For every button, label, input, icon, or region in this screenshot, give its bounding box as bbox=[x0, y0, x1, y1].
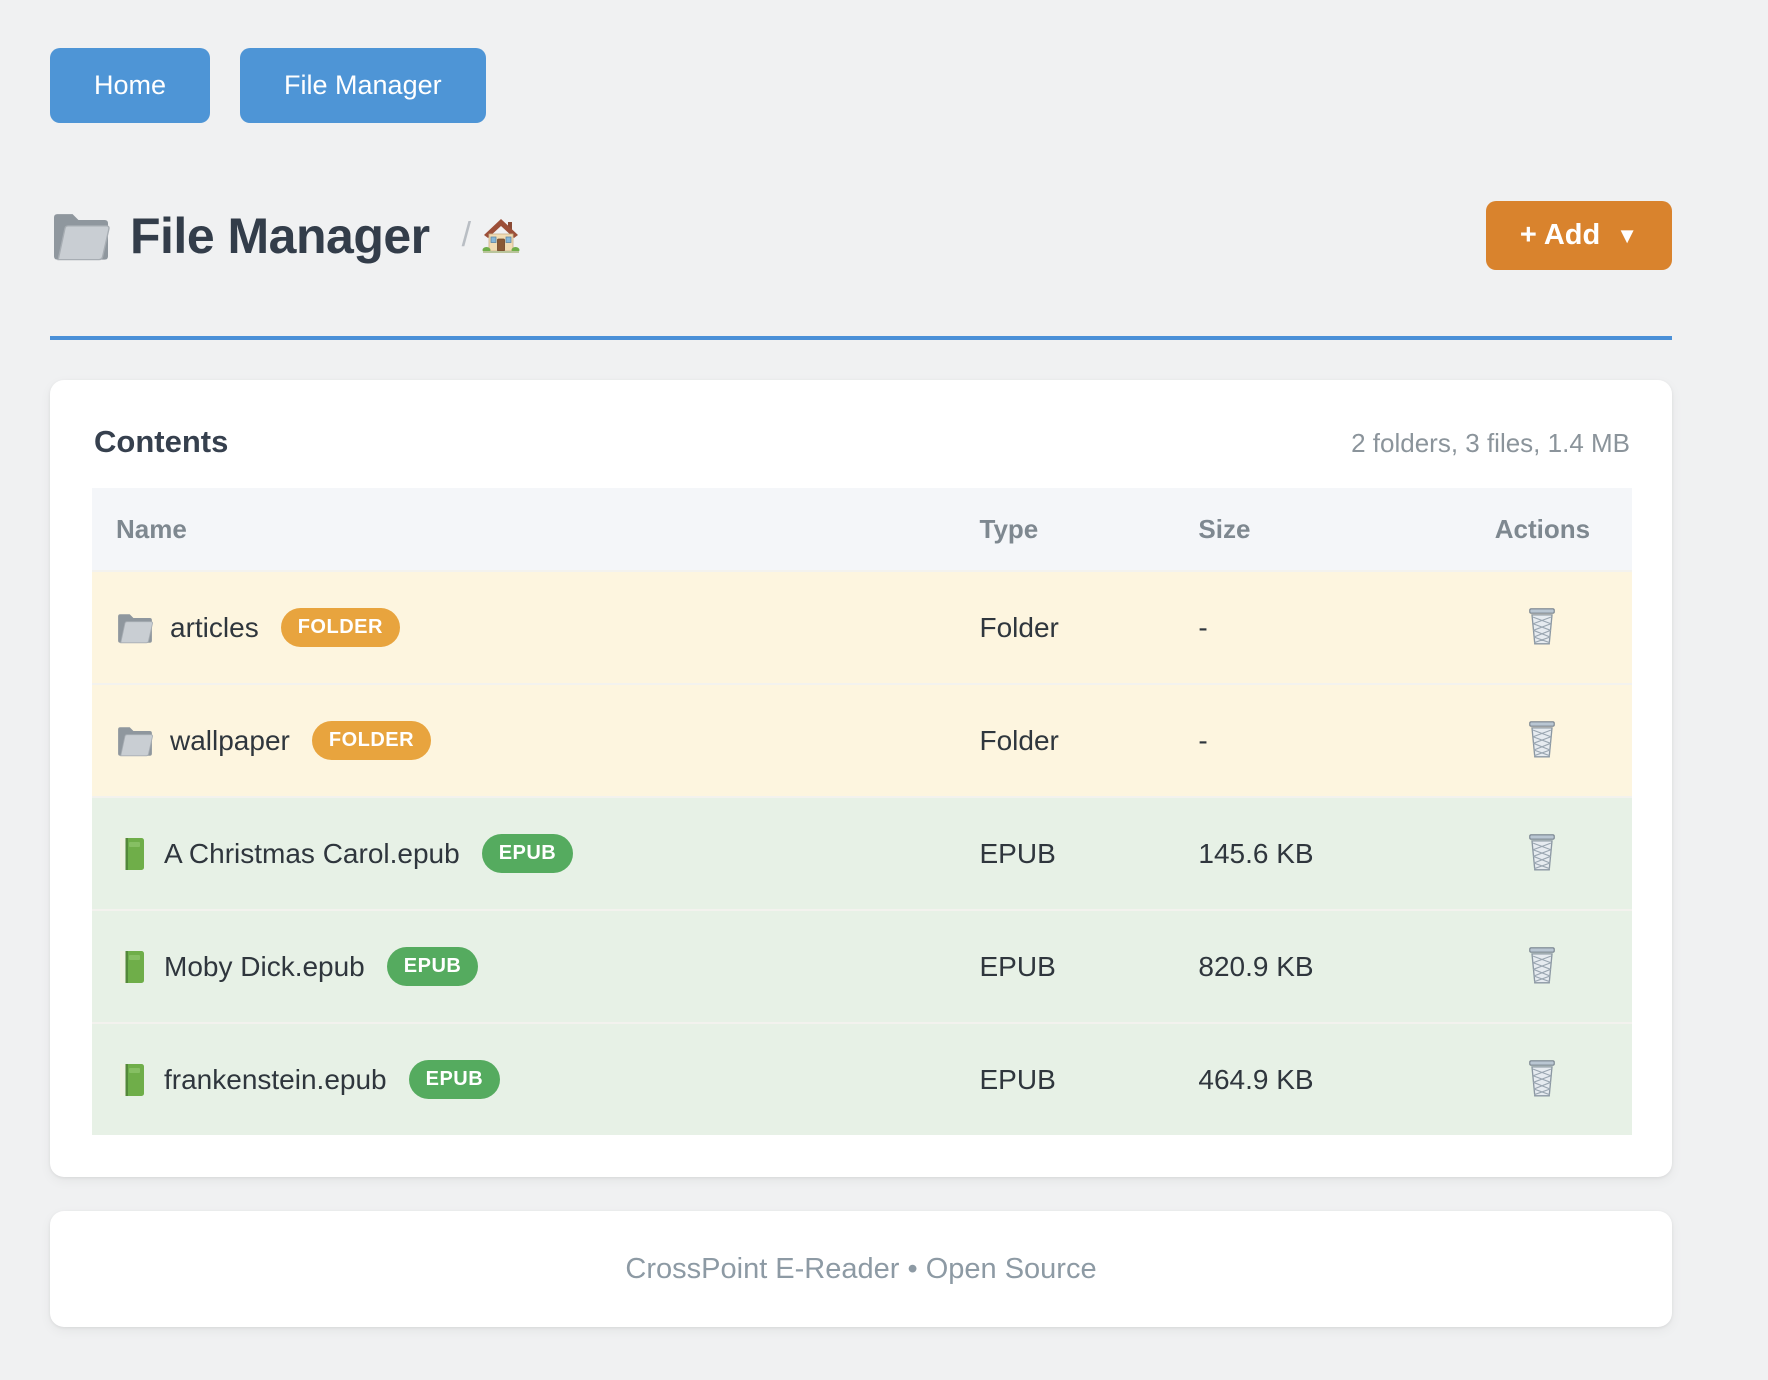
file-table: Name Type Size Actions articles FOLDER F… bbox=[92, 488, 1632, 1135]
size-cell: 145.6 KB bbox=[1198, 837, 1314, 869]
green-book-icon bbox=[116, 949, 148, 985]
name-cell: A Christmas Carol.epub EPUB bbox=[92, 834, 956, 873]
add-button[interactable]: + Add ▼ bbox=[1485, 201, 1672, 270]
type-badge: FOLDER bbox=[311, 721, 432, 760]
column-header-name: Name bbox=[116, 513, 187, 544]
column-header-size: Size bbox=[1198, 513, 1251, 544]
wastebasket-icon bbox=[1524, 945, 1560, 985]
table-row: Moby Dick.epub EPUB EPUB 820.9 KB bbox=[92, 909, 1632, 1022]
type-cell: EPUB bbox=[979, 837, 1056, 869]
wastebasket-icon bbox=[1524, 832, 1560, 872]
type-cell: EPUB bbox=[979, 950, 1056, 982]
footer-text: CrossPoint E-Reader • Open Source bbox=[625, 1252, 1097, 1285]
actions-cell bbox=[1453, 602, 1632, 653]
delete-button[interactable] bbox=[1520, 941, 1564, 989]
nav-file-manager-button[interactable]: File Manager bbox=[240, 48, 486, 123]
delete-button[interactable] bbox=[1520, 715, 1564, 763]
file-name[interactable]: Moby Dick.epub bbox=[164, 950, 365, 982]
actions-cell bbox=[1453, 715, 1632, 766]
size-cell: - bbox=[1198, 724, 1208, 756]
size-cell: - bbox=[1198, 611, 1208, 643]
name-cell: Moby Dick.epub EPUB bbox=[92, 947, 956, 986]
contents-title: Contents bbox=[94, 424, 229, 459]
green-book-icon bbox=[116, 1062, 148, 1098]
title-row: File Manager / + Add ▼ bbox=[50, 201, 1672, 270]
type-badge: FOLDER bbox=[280, 608, 400, 647]
name-cell: frankenstein.epub EPUB bbox=[92, 1060, 956, 1099]
folder-icon bbox=[116, 611, 154, 645]
footer: CrossPoint E-Reader • Open Source bbox=[50, 1211, 1672, 1327]
page-title-text: File Manager bbox=[130, 207, 430, 264]
file-name[interactable]: frankenstein.epub bbox=[164, 1063, 387, 1095]
table-row: A Christmas Carol.epub EPUB EPUB 145.6 K… bbox=[92, 796, 1632, 909]
wastebasket-icon bbox=[1524, 1058, 1560, 1098]
page-title: File Manager / bbox=[50, 207, 521, 265]
wastebasket-icon bbox=[1524, 719, 1560, 759]
delete-button[interactable] bbox=[1520, 828, 1564, 876]
type-badge: EPUB bbox=[481, 834, 574, 873]
folder-icon bbox=[116, 724, 154, 758]
contents-card-header: Contents 2 folders, 3 files, 1.4 MB bbox=[92, 424, 1632, 460]
open-folder-icon bbox=[50, 209, 112, 263]
breadcrumb-separator: / bbox=[461, 216, 471, 254]
actions-cell bbox=[1453, 828, 1632, 879]
column-header-actions: Actions bbox=[1494, 513, 1591, 544]
type-cell: EPUB bbox=[979, 1063, 1056, 1095]
add-button-label: + Add bbox=[1519, 219, 1601, 251]
actions-cell bbox=[1453, 941, 1632, 992]
wastebasket-icon bbox=[1524, 606, 1560, 646]
green-book-icon bbox=[116, 836, 148, 872]
contents-card: Contents 2 folders, 3 files, 1.4 MB Name… bbox=[50, 380, 1672, 1177]
dropdown-caret-icon: ▼ bbox=[1616, 222, 1638, 248]
type-cell: Folder bbox=[979, 611, 1059, 643]
title-divider bbox=[50, 336, 1672, 340]
actions-cell bbox=[1453, 1054, 1632, 1105]
breadcrumb: / bbox=[462, 216, 521, 256]
table-body: articles FOLDER Folder - wallpaper FOLDE… bbox=[92, 570, 1632, 1135]
type-cell: Folder bbox=[979, 724, 1059, 756]
type-badge: EPUB bbox=[408, 1060, 501, 1099]
contents-summary: 2 folders, 3 files, 1.4 MB bbox=[1351, 428, 1630, 458]
size-cell: 820.9 KB bbox=[1198, 950, 1314, 982]
column-header-type: Type bbox=[979, 513, 1039, 544]
name-cell: articles FOLDER bbox=[92, 608, 956, 647]
file-name[interactable]: A Christmas Carol.epub bbox=[164, 837, 460, 869]
table-row: articles FOLDER Folder - bbox=[92, 570, 1632, 683]
file-name[interactable]: articles bbox=[170, 611, 259, 643]
nav-home-button[interactable]: Home bbox=[50, 48, 211, 123]
table-row: wallpaper FOLDER Folder - bbox=[92, 683, 1632, 796]
delete-button[interactable] bbox=[1520, 602, 1564, 650]
type-badge: EPUB bbox=[386, 947, 479, 986]
table-header-row: Name Type Size Actions bbox=[92, 488, 1632, 570]
table-row: frankenstein.epub EPUB EPUB 464.9 KB bbox=[92, 1022, 1632, 1135]
name-cell: wallpaper FOLDER bbox=[92, 721, 956, 760]
size-cell: 464.9 KB bbox=[1198, 1063, 1314, 1095]
delete-button[interactable] bbox=[1520, 1054, 1564, 1102]
top-nav: Home File Manager bbox=[50, 48, 1672, 123]
file-name[interactable]: wallpaper bbox=[170, 724, 290, 756]
house-icon[interactable] bbox=[481, 216, 521, 256]
